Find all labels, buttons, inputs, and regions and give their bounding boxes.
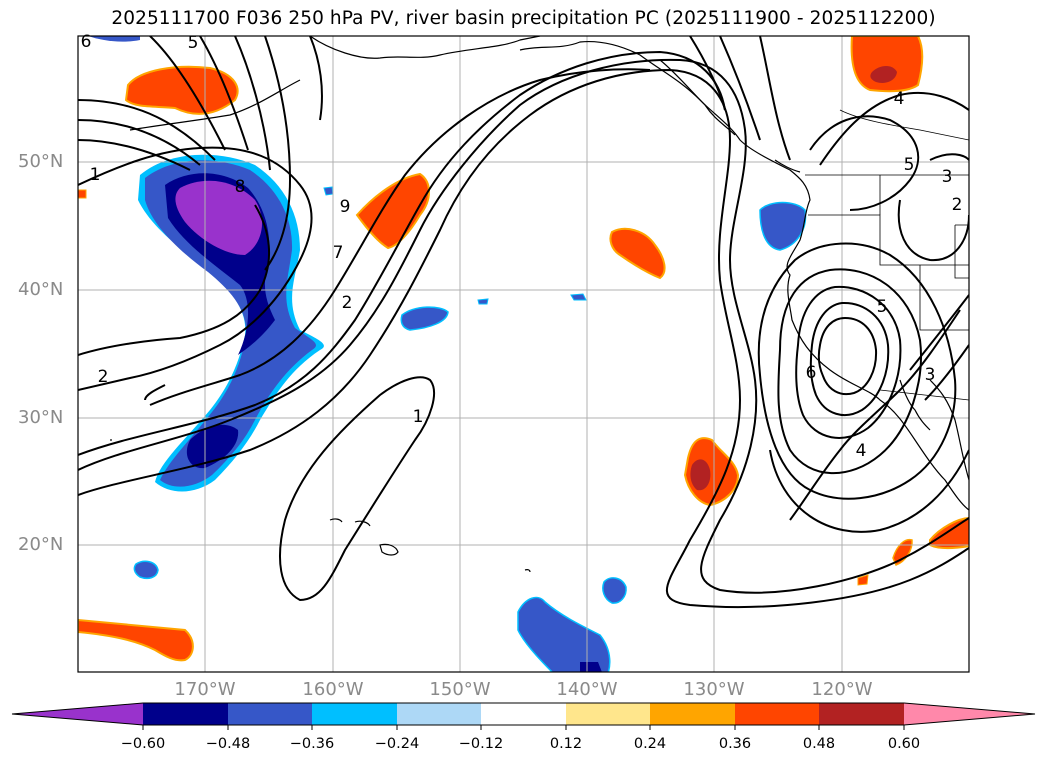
latitude-label: 50°N [18, 151, 64, 172]
colorbar-segment [904, 703, 1035, 725]
contour-label: 8 [235, 177, 246, 197]
colorbar-tick-label: −0.24 [374, 736, 420, 752]
contour-label: 5 [904, 155, 915, 175]
longitude-label: 150°W [429, 679, 491, 700]
contour-label: 3 [925, 365, 936, 385]
chart-title: 2025111700 F036 250 hPa PV, river basin … [111, 8, 936, 29]
colorbar-tick-label: 0.48 [802, 736, 836, 752]
latitude-label: 20°N [18, 534, 64, 555]
colorbar-segment [312, 703, 397, 725]
contour-label: 3 [942, 167, 953, 187]
colorbar-segment [397, 703, 481, 725]
colorbar-segment [650, 703, 735, 725]
longitude-label: 140°W [556, 679, 618, 700]
colorbar-segment [12, 703, 143, 725]
colorbar-tick-label: −0.48 [205, 736, 251, 752]
colorbar-segment [735, 703, 819, 725]
contour-label: 5 [188, 33, 199, 53]
contour-label: 2 [952, 195, 963, 215]
plot-frame [77, 35, 970, 673]
contour-label: 4 [894, 89, 905, 109]
pv-contours [78, 36, 969, 609]
colorbar-tick-label: 0.36 [718, 736, 752, 752]
colorbar-segment [481, 703, 566, 725]
contour-label: 4 [856, 441, 867, 461]
longitude-label: 160°W [302, 679, 364, 700]
negative-anomaly-west [138, 154, 324, 492]
political-borders [805, 109, 969, 401]
precipitation-shading [78, 36, 969, 672]
contour-labels: 6 5 1 8 9 7 2 2 1 4 5 3 2 5 6 4 3 [81, 32, 963, 461]
latitude-label: 40°N [18, 279, 64, 300]
longitude-label: 130°W [683, 679, 745, 700]
colorbar-segment [819, 703, 904, 725]
latitude-label: 30°N [18, 407, 64, 428]
colorbar-segment [566, 703, 650, 725]
contour-label: 5 [877, 297, 888, 317]
contour-label: 2 [342, 293, 353, 313]
longitude-label: 170°W [174, 679, 236, 700]
colorbar-tick-label: −0.36 [289, 736, 335, 752]
contour-label: 6 [81, 32, 92, 52]
colorbar-segment [143, 703, 228, 725]
colorbar-segment [228, 703, 312, 725]
contour-label: 1 [413, 407, 424, 427]
contour-label: 9 [340, 197, 351, 217]
contour-label: 1 [90, 165, 101, 185]
map-gridlines [78, 36, 969, 672]
contour-label: 6 [806, 363, 817, 383]
colorbar-tick-label: −0.60 [120, 736, 166, 752]
colorbar-tick-label: −0.12 [458, 736, 504, 752]
colorbar-tick-label: 0.12 [549, 736, 583, 752]
colorbar-tick-label: 0.60 [887, 736, 921, 752]
colorbar-tick-label: 0.24 [633, 736, 667, 752]
longitude-label: 120°W [811, 679, 873, 700]
contour-label: 7 [333, 243, 344, 263]
contour-label: 2 [98, 367, 109, 387]
